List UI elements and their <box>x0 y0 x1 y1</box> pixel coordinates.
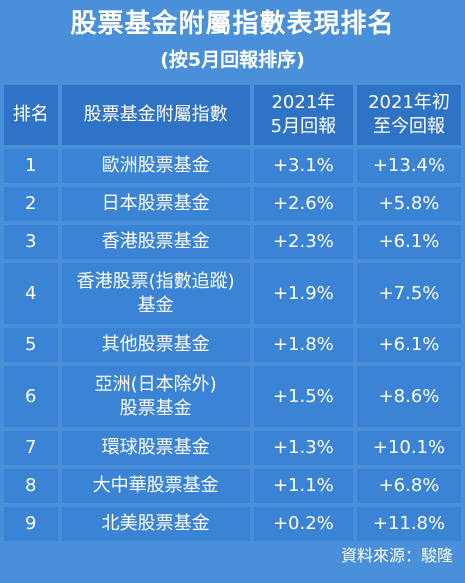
rank-cell: 5 <box>4 328 58 362</box>
may-return-cell: +2.3% <box>253 225 353 259</box>
index-name-cell: 日本股票基金 <box>61 187 250 221</box>
ytd-return-cell: +6.1% <box>356 225 461 259</box>
index-name-cell: 香港股票(指數追蹤) 基金 <box>61 263 250 324</box>
header-ytd-return: 2021年初 至今回報 <box>356 85 461 145</box>
rank-cell: 1 <box>4 149 58 183</box>
header-may-return-line1: 2021年 <box>271 92 336 113</box>
table-row: 4 香港股票(指數追蹤) 基金 +1.9% +7.5% <box>4 263 461 324</box>
ytd-return-cell: +10.1% <box>356 431 461 465</box>
may-return-cell: +1.1% <box>253 469 353 503</box>
table-row: 8 大中華股票基金 +1.1% +6.8% <box>4 469 461 503</box>
page-subtitle: (按5月回報排序) <box>160 49 305 71</box>
index-name-cell: 亞洲(日本除外) 股票基金 <box>61 366 250 427</box>
rank-cell: 6 <box>4 366 58 427</box>
table-row: 2 日本股票基金 +2.6% +5.8% <box>4 187 461 221</box>
may-return-cell: +1.5% <box>253 366 353 427</box>
rank-cell: 3 <box>4 225 58 259</box>
rank-cell: 4 <box>4 263 58 324</box>
table-row: 6 亞洲(日本除外) 股票基金 +1.5% +8.6% <box>4 366 461 427</box>
index-name-cell: 其他股票基金 <box>61 328 250 362</box>
ytd-return-cell: +7.5% <box>356 263 461 324</box>
page-title: 股票基金附屬指數表現排名 <box>70 9 395 39</box>
header-rank: 排名 <box>4 85 58 145</box>
index-name-line2: 股票基金 <box>119 397 192 419</box>
ytd-return-cell: +6.1% <box>356 328 461 362</box>
may-return-cell: +1.8% <box>253 328 353 362</box>
table-row: 1 歐洲股票基金 +3.1% +13.4% <box>4 149 461 183</box>
may-return-cell: +1.9% <box>253 263 353 324</box>
index-name-cell: 北美股票基金 <box>61 507 250 541</box>
index-name-cell: 香港股票基金 <box>61 225 250 259</box>
header-ytd-return-line2: 至今回報 <box>372 116 445 137</box>
table-row: 5 其他股票基金 +1.8% +6.1% <box>4 328 461 362</box>
table-row: 9 北美股票基金 +0.2% +11.8% <box>4 507 461 541</box>
index-name-line1: 亞洲(日本除外) <box>94 373 217 395</box>
ytd-return-cell: +6.8% <box>356 469 461 503</box>
may-return-cell: +3.1% <box>253 149 353 183</box>
source-note: 資料來源：駿隆 <box>340 546 453 565</box>
index-name-cell: 大中華股票基金 <box>61 469 250 503</box>
ytd-return-cell: +13.4% <box>356 149 461 183</box>
may-return-cell: +1.3% <box>253 431 353 465</box>
header-may-return: 2021年 5月回報 <box>253 85 353 145</box>
index-name-cell: 環球股票基金 <box>61 431 250 465</box>
rank-cell: 9 <box>4 507 58 541</box>
ytd-return-cell: +8.6% <box>356 366 461 427</box>
ytd-return-cell: +11.8% <box>356 507 461 541</box>
rank-cell: 2 <box>4 187 58 221</box>
header-ytd-return-line1: 2021年初 <box>368 92 450 113</box>
may-return-cell: +0.2% <box>253 507 353 541</box>
table-row: 3 香港股票基金 +2.3% +6.1% <box>4 225 461 259</box>
ranking-table: 排名 股票基金附屬指數 2021年 5月回報 2021年初 至今回報 1 歐洲股… <box>4 85 461 545</box>
header-index-name: 股票基金附屬指數 <box>61 85 250 145</box>
ytd-return-cell: +5.8% <box>356 187 461 221</box>
rank-cell: 7 <box>4 431 58 465</box>
index-name-cell: 歐洲股票基金 <box>61 149 250 183</box>
index-name-line1: 香港股票(指數追蹤) <box>76 270 235 292</box>
header-may-return-line2: 5月回報 <box>270 116 337 137</box>
rank-cell: 8 <box>4 469 58 503</box>
index-name-line2: 基金 <box>137 294 174 316</box>
may-return-cell: +2.6% <box>253 187 353 221</box>
table-header-row: 排名 股票基金附屬指數 2021年 5月回報 2021年初 至今回報 <box>4 85 461 145</box>
table-row: 7 環球股票基金 +1.3% +10.1% <box>4 431 461 465</box>
